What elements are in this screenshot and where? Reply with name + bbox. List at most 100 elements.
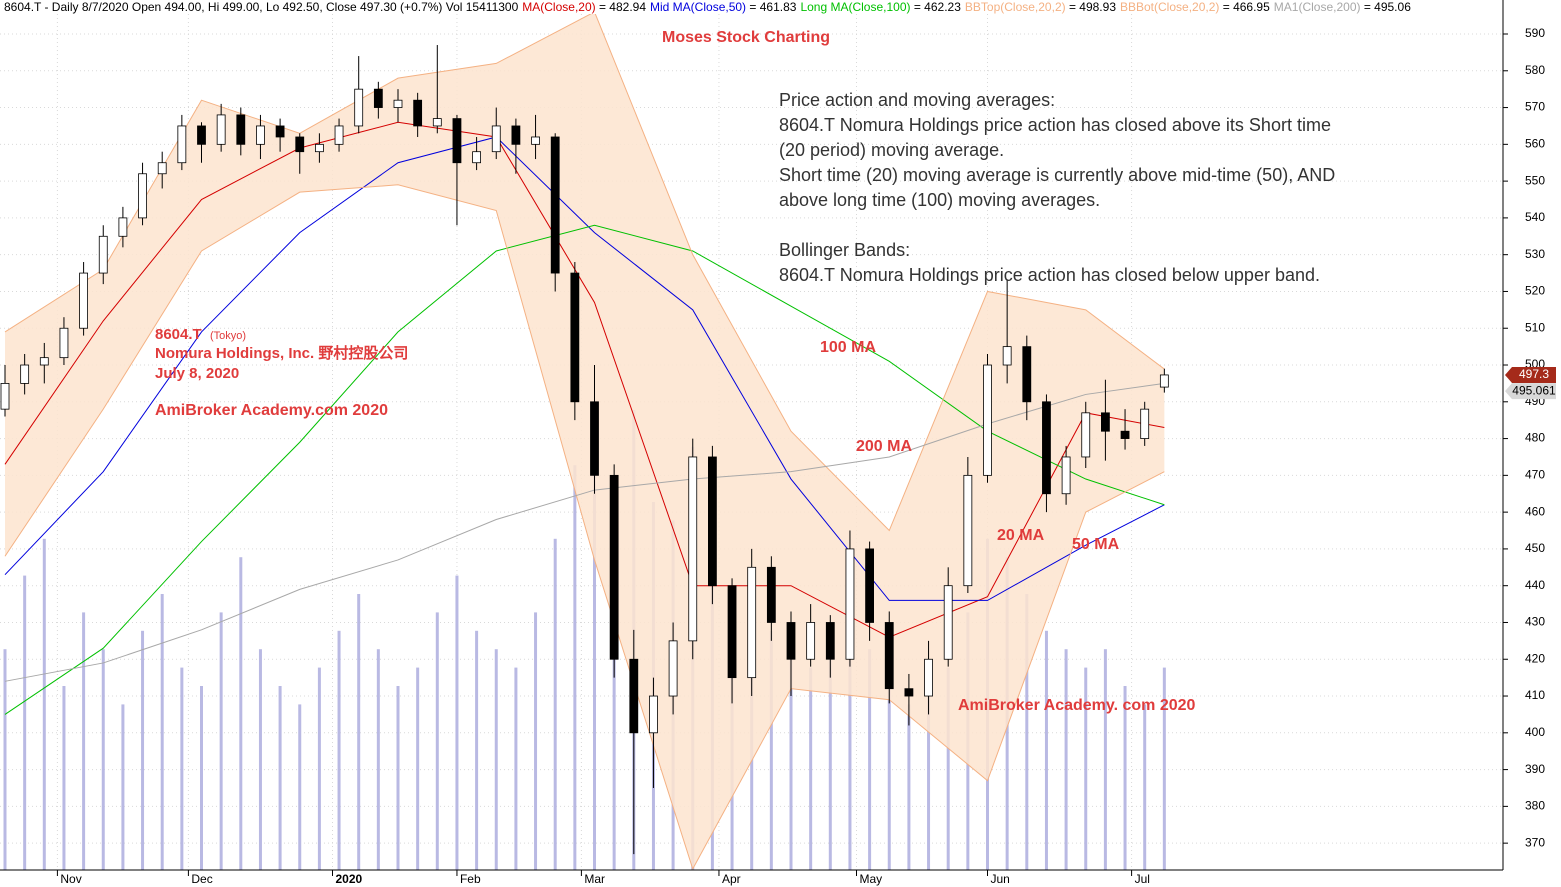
candle-body (373, 88, 383, 108)
volume-bar (475, 630, 479, 870)
volume-bar (42, 538, 46, 870)
candle-body (256, 125, 265, 145)
x-tick-label: Dec (191, 872, 212, 886)
header: 8604.T - Daily 8/7/2020 Open 494.00, Hi … (4, 0, 1411, 14)
y-tick-label: 560 (1525, 137, 1545, 151)
candle-body (472, 151, 482, 164)
candle-body (138, 173, 147, 219)
annotation: 200 MA (856, 438, 912, 455)
candle-body (786, 622, 796, 660)
y-tick-label: 540 (1525, 210, 1545, 224)
volume-bar (396, 686, 400, 870)
note-line: above long time (100) moving averages. (779, 190, 1100, 210)
y-tick-label: 470 (1525, 468, 1545, 482)
candle-body (59, 327, 69, 359)
bollinger-band (5, 14, 1165, 869)
candle-body (570, 272, 580, 403)
candle-body (766, 566, 776, 623)
volume-bar (534, 612, 538, 870)
header-series-name: MA(Close,20) (522, 0, 595, 14)
candle-body (688, 456, 698, 642)
x-tick-label: Jul (1135, 872, 1150, 886)
candle-body (649, 695, 658, 734)
exchange: (Tokyo) (210, 330, 246, 342)
chart-title: Moses Stock Charting (662, 29, 830, 46)
candle-body (1140, 408, 1150, 439)
candle-body (708, 456, 717, 587)
candle-body (963, 474, 973, 587)
price-tag-label: 495.061 (1512, 383, 1556, 397)
x-tick-label: May (860, 872, 883, 886)
y-tick-label: 510 (1525, 320, 1545, 334)
candle-body (531, 136, 540, 145)
candle-body (236, 114, 246, 145)
candle-body (452, 118, 462, 164)
volume-bar (514, 667, 518, 870)
candle-body (1081, 412, 1091, 458)
price-tag (1505, 383, 1556, 400)
volume-bar (239, 557, 243, 870)
ma-line (4, 184, 1165, 870)
annotation: AmiBroker Academy. com 2020 (958, 697, 1196, 714)
header-series-value: = 482.94 (596, 0, 647, 14)
candle-body (1061, 456, 1071, 495)
header-series-name: BBTop(Close,20,2) (965, 0, 1066, 14)
candle-body (216, 114, 226, 145)
y-tick-label: 590 (1525, 26, 1545, 40)
annotation: 20 MA (997, 527, 1045, 544)
candle-body (904, 688, 914, 697)
candle-body (157, 162, 167, 175)
volume-bar (789, 649, 793, 870)
y-tick-label: 460 (1525, 504, 1545, 518)
volume-bar (455, 575, 459, 870)
volume-bar (141, 630, 145, 870)
header-series-name: Long MA(Close,100) (800, 0, 910, 14)
y-tick-label: 370 (1525, 835, 1545, 849)
header-series-value: = 466.95 (1219, 0, 1270, 14)
candle-body (747, 566, 757, 679)
symbol: 8604.T (155, 326, 202, 343)
volume-bar (946, 667, 950, 870)
annotation: 50 MA (1072, 536, 1120, 553)
y-tick-label: 450 (1525, 541, 1545, 555)
volume-bar (23, 575, 27, 870)
volume-bar (1064, 649, 1068, 870)
company: Nomura Holdings, Inc. 野村控股公司 (155, 344, 408, 362)
volume-bar (1123, 686, 1127, 870)
candle-body (295, 136, 305, 153)
header-series-value: = 461.83 (746, 0, 797, 14)
candle-body (118, 217, 128, 237)
candle-body (39, 357, 49, 366)
x-tick-label: Nov (60, 872, 81, 886)
candle-body (314, 143, 324, 153)
x-tick-label: Jun (991, 872, 1010, 886)
volume-bar (809, 667, 813, 870)
candle-body (609, 474, 619, 660)
volume-bar (593, 428, 596, 870)
volume-bar (376, 649, 380, 870)
volume-bar (337, 630, 341, 870)
candle-body (943, 585, 953, 660)
price-tag (1505, 366, 1556, 383)
volume-bar (769, 630, 773, 870)
y-tick-label: 420 (1525, 651, 1545, 665)
y-tick-label: 550 (1525, 173, 1545, 187)
annotation: 100 MA (820, 339, 876, 356)
volume-bar (828, 630, 832, 870)
note-line: 8604.T Nomura Holdings price action has … (779, 115, 1331, 135)
candle-body (668, 640, 678, 697)
candle-body (983, 364, 992, 476)
volume-bar (357, 594, 361, 870)
volume-bar (435, 612, 439, 870)
header-series-name: MA1(Close,200) (1274, 0, 1361, 14)
y-tick-label: 390 (1525, 762, 1545, 776)
candle-body (0, 383, 10, 410)
candle-body (590, 401, 599, 476)
volume-bar (62, 686, 66, 870)
plot-area (0, 14, 1503, 870)
volume-bar (101, 649, 105, 870)
note-line: 8604.T Nomura Holdings price action has … (779, 265, 1320, 285)
x-tick-label: Apr (722, 872, 741, 886)
y-tick-label: 570 (1525, 100, 1545, 114)
volume-bar (82, 612, 86, 870)
